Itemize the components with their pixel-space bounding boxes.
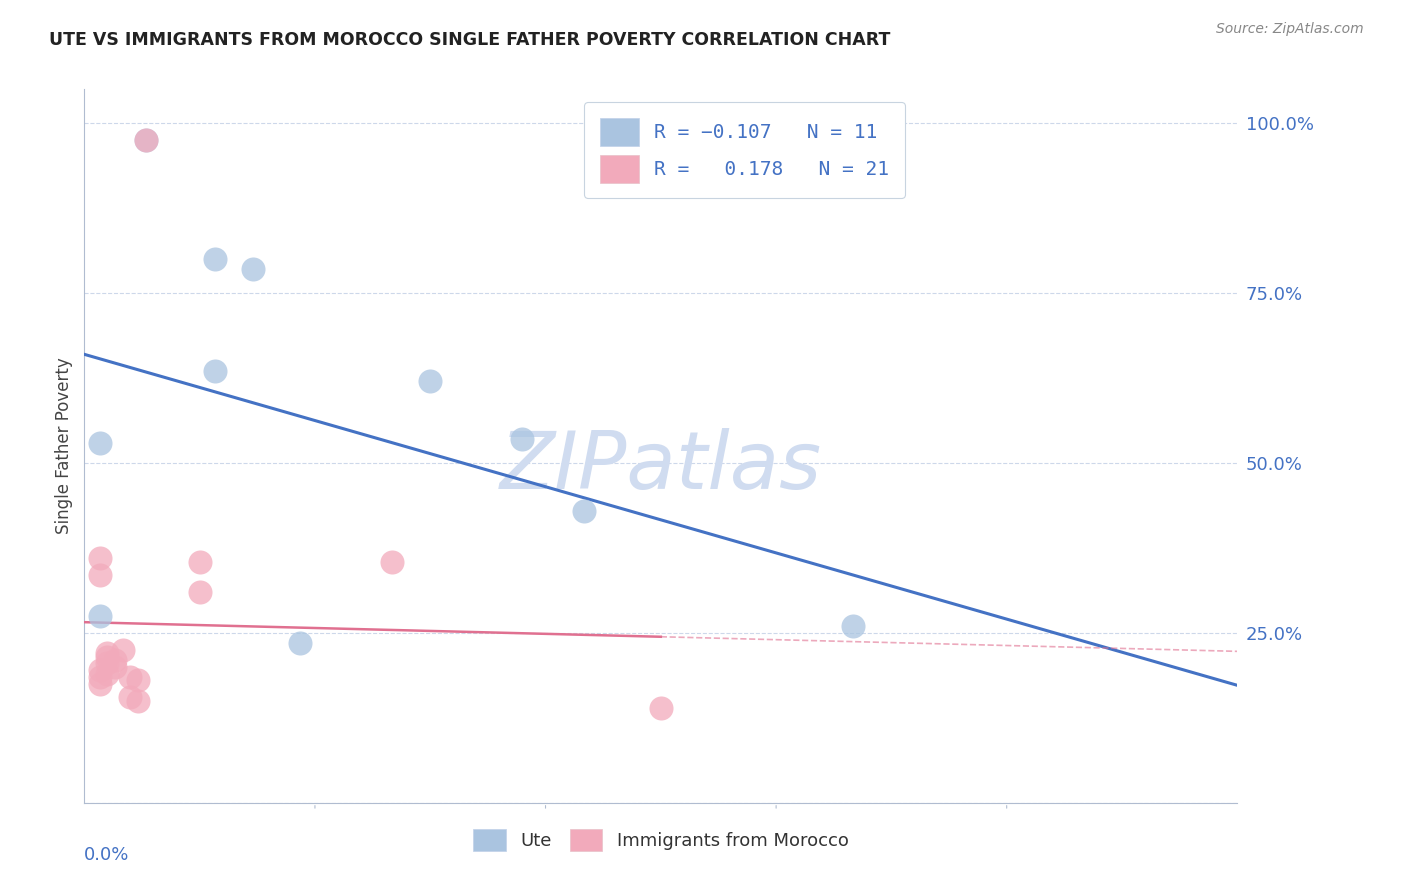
- Point: [89, 435, 111, 450]
- Point: [96, 649, 118, 664]
- Y-axis label: Single Father Poverty: Single Father Poverty: [55, 358, 73, 534]
- Point: [111, 643, 134, 657]
- Point: [89, 670, 111, 684]
- Point: [127, 673, 149, 688]
- Point: [104, 653, 127, 667]
- Point: [204, 364, 226, 378]
- Point: [127, 694, 149, 708]
- Point: [135, 133, 157, 147]
- Point: [89, 677, 111, 691]
- Point: [419, 375, 441, 389]
- Point: [96, 657, 118, 671]
- Point: [120, 670, 142, 684]
- Text: ZIPatlas: ZIPatlas: [499, 428, 823, 507]
- Point: [89, 551, 111, 566]
- Point: [89, 568, 111, 582]
- Point: [242, 262, 264, 277]
- Point: [96, 646, 118, 660]
- Point: [572, 503, 595, 517]
- Point: [188, 555, 211, 569]
- Text: 0.0%: 0.0%: [84, 846, 129, 863]
- Text: Source: ZipAtlas.com: Source: ZipAtlas.com: [1216, 22, 1364, 37]
- Point: [288, 636, 311, 650]
- Point: [512, 432, 534, 446]
- Point: [135, 133, 157, 147]
- Point: [381, 555, 404, 569]
- Legend: Ute, Immigrants from Morocco: Ute, Immigrants from Morocco: [465, 822, 856, 858]
- Point: [650, 700, 672, 714]
- Point: [89, 663, 111, 677]
- Text: UTE VS IMMIGRANTS FROM MOROCCO SINGLE FATHER POVERTY CORRELATION CHART: UTE VS IMMIGRANTS FROM MOROCCO SINGLE FA…: [49, 31, 890, 49]
- Point: [842, 619, 865, 633]
- Point: [96, 666, 118, 681]
- Point: [120, 690, 142, 705]
- Point: [188, 585, 211, 599]
- Point: [104, 660, 127, 674]
- Point: [204, 252, 226, 266]
- Point: [89, 608, 111, 623]
